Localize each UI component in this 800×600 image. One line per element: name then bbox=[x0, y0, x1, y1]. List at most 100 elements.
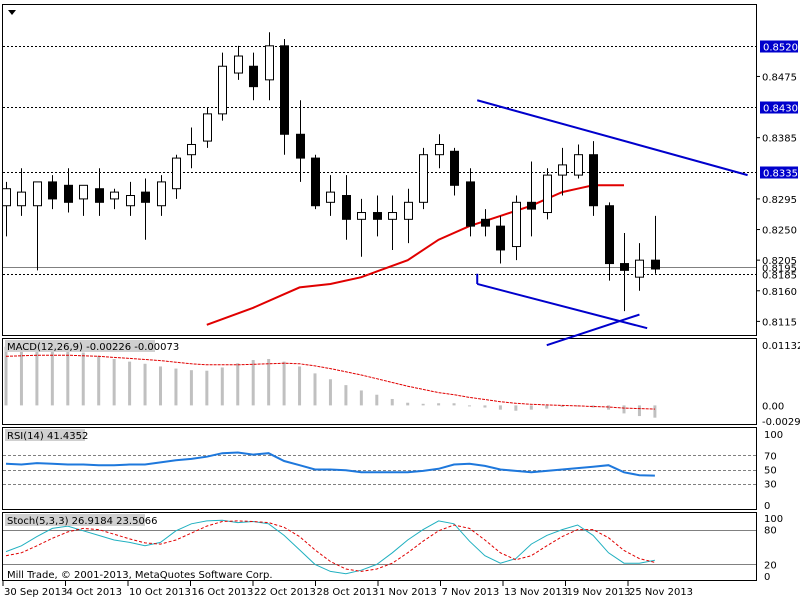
time-tick-label: 4 Oct 2013 bbox=[67, 587, 122, 598]
bear-candle-body bbox=[249, 65, 258, 88]
bear-candle-body bbox=[589, 154, 598, 207]
candle bbox=[373, 195, 382, 237]
stoch-axis-label: 80 bbox=[764, 526, 777, 537]
bear-candle-body bbox=[296, 133, 305, 159]
trendline[interactable] bbox=[476, 99, 748, 177]
macd-bar bbox=[468, 405, 471, 407]
time-tick-label: 22 Oct 2013 bbox=[254, 587, 316, 598]
bear-candle-body bbox=[141, 191, 150, 203]
bull-candle-body bbox=[404, 201, 413, 220]
macd-bar bbox=[622, 405, 626, 414]
stoch-axis-label: 100 bbox=[764, 514, 783, 525]
candle bbox=[558, 147, 567, 196]
macd-bar bbox=[112, 358, 116, 406]
macd-bar bbox=[560, 405, 564, 407]
trendlines[interactable] bbox=[476, 99, 748, 347]
rsi-axis-label: 70 bbox=[764, 451, 777, 462]
current-price-label: 0.8195 bbox=[762, 264, 797, 275]
bull-candle-body bbox=[110, 191, 119, 200]
candle bbox=[651, 215, 660, 274]
candle bbox=[64, 168, 73, 213]
time-tick-label: 10 Oct 2013 bbox=[129, 587, 191, 598]
rsi-axis-label: 100 bbox=[764, 430, 783, 441]
bull-candle-body bbox=[218, 65, 227, 115]
bull-candle-body bbox=[234, 55, 243, 74]
bull-candle-body bbox=[79, 184, 88, 200]
bear-candle-body bbox=[496, 225, 505, 251]
bull-candle-body bbox=[157, 181, 166, 207]
macd-bar bbox=[35, 346, 39, 406]
stoch-axis-label: 20 bbox=[764, 560, 777, 571]
macd-bar bbox=[359, 390, 363, 406]
bull-candle-body bbox=[17, 191, 26, 207]
macd-bar bbox=[81, 352, 85, 406]
macd-bar bbox=[189, 370, 193, 406]
macd-bar bbox=[328, 379, 332, 406]
candle bbox=[126, 181, 135, 216]
macd-bar bbox=[313, 373, 317, 406]
bull-candle-body bbox=[187, 143, 196, 156]
bull-candle-body bbox=[2, 188, 11, 207]
time-tick-label: 19 Nov 2013 bbox=[567, 587, 631, 598]
candle bbox=[326, 175, 335, 216]
bull-candle-body bbox=[635, 259, 644, 278]
bear-candle-body bbox=[527, 201, 536, 210]
price-tick-label: 0.8115 bbox=[762, 317, 797, 328]
stoch-title: Stoch(5,3,3) 26.9184 23.5066 bbox=[7, 516, 158, 527]
time-tick-label: 13 Nov 2013 bbox=[504, 587, 568, 598]
bull-candle-body bbox=[126, 195, 135, 207]
trendline[interactable] bbox=[476, 283, 648, 330]
bear-candle-body bbox=[342, 195, 351, 220]
level-badge bbox=[760, 101, 798, 114]
candles bbox=[2, 32, 660, 312]
rsi-axis-label: 30 bbox=[764, 480, 777, 491]
candle bbox=[450, 147, 459, 196]
time-axis: 30 Sep 2013 4 Oct 2013 10 Oct 2013 16 Oct 2… bbox=[2, 581, 693, 598]
macd-bar bbox=[19, 345, 23, 406]
macd-bar bbox=[607, 405, 611, 410]
macd-bar bbox=[637, 405, 641, 417]
level-badge bbox=[760, 40, 798, 53]
copyright-footer: Mill Trade, © 2001-2013, MetaQuotes Soft… bbox=[7, 570, 273, 581]
bull-candle-body bbox=[172, 157, 181, 190]
bull-candle-body bbox=[357, 212, 366, 220]
bear-candle-body bbox=[95, 188, 104, 203]
candle bbox=[296, 100, 305, 182]
macd-indicator: 0.01132 0.00 -0.0029 bbox=[4, 341, 800, 428]
price-tick-label: 0.8475 bbox=[762, 72, 797, 83]
moving-average-line bbox=[206, 184, 624, 326]
macd-title: MACD(12,26,9) -0.00226 -0.00073 bbox=[7, 342, 179, 353]
collapse-arrow-icon[interactable] bbox=[8, 10, 16, 15]
macd-panel-frame bbox=[2, 338, 757, 425]
macd-bar bbox=[220, 367, 224, 406]
macd-bar bbox=[282, 361, 286, 406]
bear-candle-body bbox=[651, 259, 660, 270]
bear-candle-body bbox=[466, 181, 475, 227]
stoch-title-bg bbox=[5, 514, 145, 526]
bull-candle-body bbox=[33, 181, 42, 207]
macd-title-bg bbox=[5, 340, 155, 352]
rsi-title-bg bbox=[5, 429, 85, 441]
macd-bar bbox=[591, 405, 595, 408]
candle bbox=[187, 127, 196, 169]
bear-candle-body bbox=[64, 184, 73, 203]
bear-candle-body bbox=[373, 212, 382, 220]
bull-candle-body bbox=[388, 212, 397, 220]
candle bbox=[635, 243, 644, 291]
rsi-indicator: 100 70 50 30 0 bbox=[3, 430, 783, 512]
candle bbox=[357, 198, 366, 257]
candle bbox=[527, 161, 536, 237]
price-tick-label: 0.8205 bbox=[762, 256, 797, 267]
candle bbox=[512, 195, 521, 261]
macd-bar bbox=[4, 346, 8, 406]
macd-axis-label: 0.00 bbox=[762, 401, 784, 412]
stoch-panel-frame bbox=[2, 512, 757, 581]
bear-candle-body bbox=[481, 218, 490, 227]
trendline[interactable] bbox=[546, 313, 640, 347]
candle bbox=[2, 181, 11, 237]
macd-bar bbox=[236, 363, 240, 406]
macd-bar bbox=[437, 403, 441, 406]
moving-average bbox=[206, 184, 624, 326]
